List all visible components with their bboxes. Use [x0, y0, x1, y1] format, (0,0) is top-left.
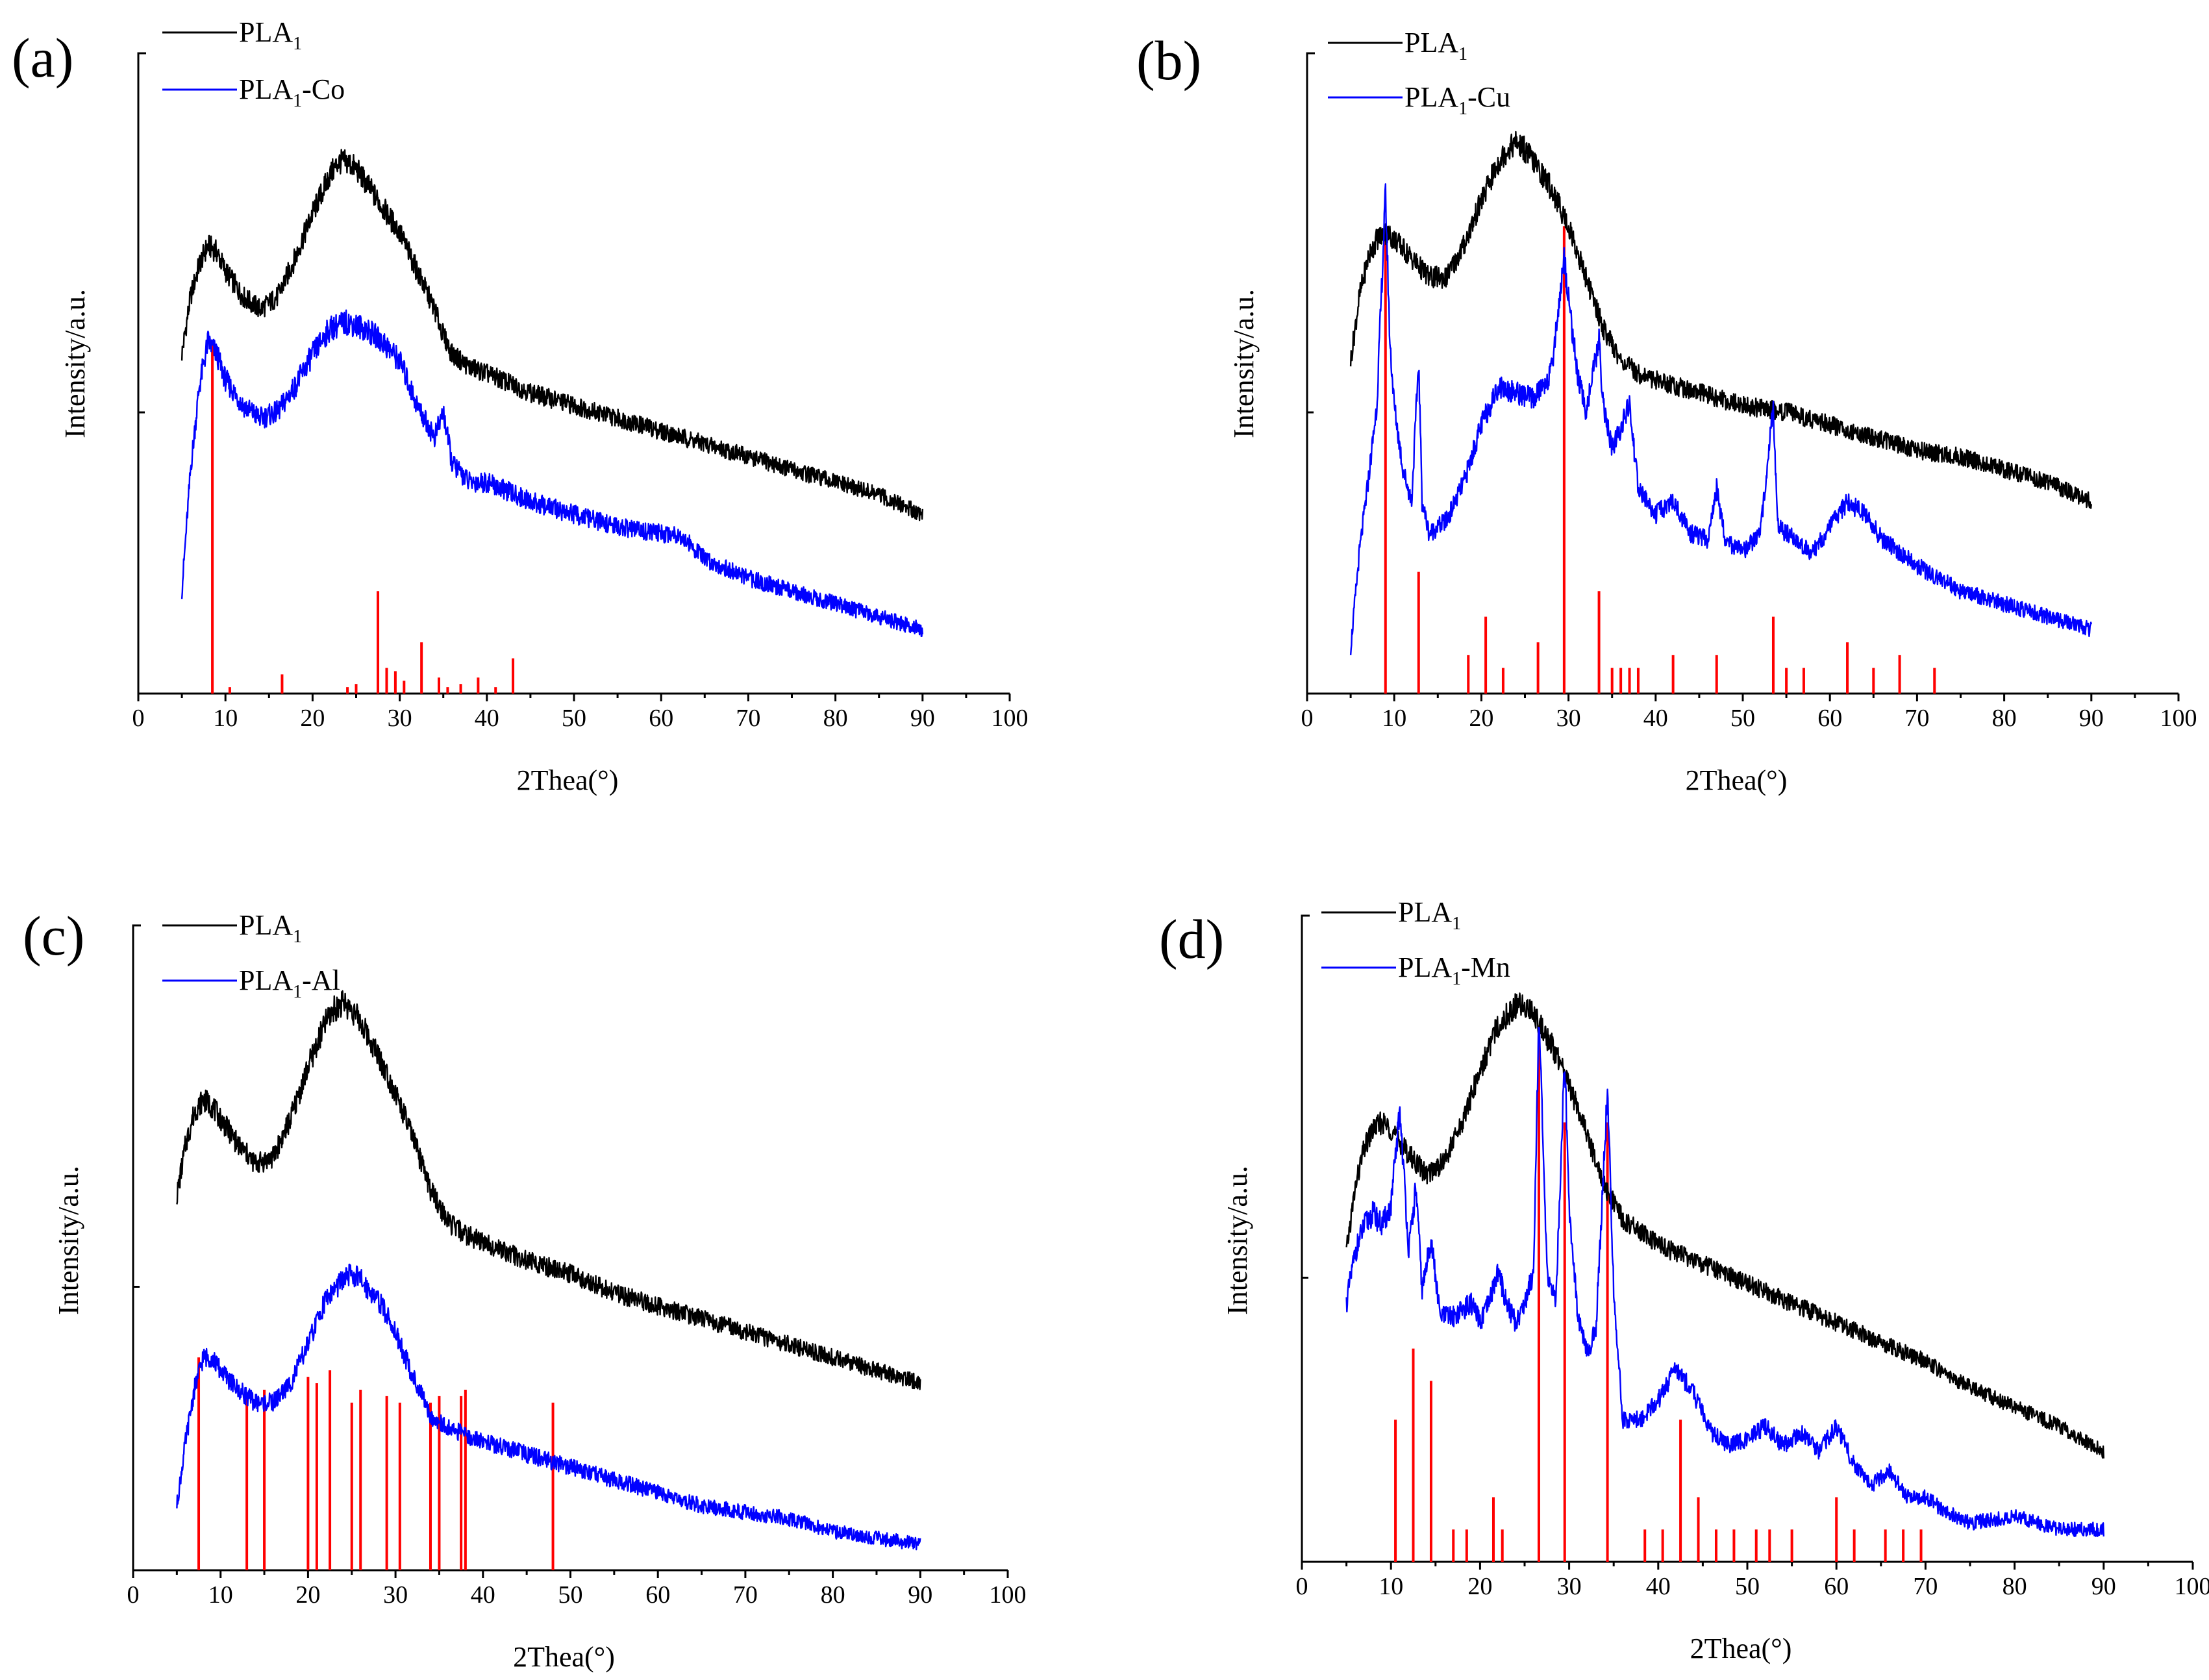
x-tick-label: 50 [558, 1581, 583, 1609]
legend-label: PLA1-Cu [1404, 81, 1510, 119]
x-tick-label: 60 [645, 1581, 670, 1609]
series-pla1 [1349, 131, 2092, 509]
legend-label: PLA1-Al [239, 964, 340, 1002]
x-axis-title: 2Thea(°) [1686, 764, 1788, 796]
x-tick-label: 40 [475, 705, 499, 732]
x-tick-label: 20 [1467, 1573, 1492, 1600]
x-tick-label: 40 [1643, 705, 1668, 732]
x-tick-label: 70 [1904, 705, 1929, 732]
x-tick-label: 50 [1730, 705, 1755, 732]
axis-frame [1301, 914, 2193, 1563]
x-tick-label: 20 [1469, 705, 1493, 732]
y-axis-title: Intensity/a.u. [1228, 289, 1260, 438]
x-tick-label: 30 [1557, 1573, 1582, 1600]
y-axis-title: Intensity/a.u. [53, 1166, 84, 1315]
x-tick-label: 60 [649, 705, 673, 732]
panel-d: (d) 0 10 20 30 40 50 60 70 80 90 100 2Thea(°) Intensi… [1159, 896, 2209, 1664]
x-tick-label: 70 [736, 705, 760, 732]
x-tick-label: 80 [1992, 705, 2017, 732]
x-tick-label: 0 [127, 1581, 140, 1609]
x-tick-label: 20 [295, 1581, 320, 1609]
x-tick-label: 20 [300, 705, 325, 732]
series-composite [176, 1263, 921, 1551]
x-tick-label: 100 [992, 705, 1029, 732]
x-tick-label: 100 [2175, 1573, 2209, 1600]
legend: PLA1 PLA1-Cu [1328, 27, 1510, 119]
panel-a: (a) 0 10 20 30 40 50 60 70 80 90 100 2Thea(°) Intensi… [12, 16, 1029, 796]
x-tick-label: 0 [1296, 1573, 1308, 1600]
x-axis-title: 2Thea(°) [517, 764, 619, 796]
x-tick-label: 0 [1301, 705, 1314, 732]
x-tick-label: 70 [1913, 1573, 1938, 1600]
x-tick-label: 80 [2003, 1573, 2027, 1600]
panel-b: (b) 0 10 20 30 40 50 60 70 80 90 100 2Thea(°) Intensi… [1136, 27, 2197, 796]
panel-label: (c) [23, 905, 84, 967]
x-tick-label: 50 [1735, 1573, 1760, 1600]
x-tick-label: 100 [990, 1581, 1027, 1609]
series-pla1 [176, 990, 921, 1390]
panel-label: (d) [1159, 908, 1224, 970]
y-axis-title: Intensity/a.u. [1221, 1166, 1253, 1315]
x-tick-label: 80 [823, 705, 848, 732]
legend-label: PLA1 [239, 909, 302, 947]
x-tick-label: 40 [471, 1581, 495, 1609]
legend: PLA1 PLA1-Co [162, 16, 345, 111]
x-tick-label: 10 [213, 705, 238, 732]
x-tick-label: 60 [1824, 1573, 1849, 1600]
axis-frame [1306, 52, 2178, 695]
x-tick-label: 10 [1379, 1573, 1403, 1600]
x-tick-label: 0 [132, 705, 145, 732]
legend-label: PLA1-Mn [1398, 951, 1510, 989]
panel-label: (b) [1136, 29, 1201, 92]
x-tick-label: 10 [1382, 705, 1406, 732]
series-pla1 [181, 149, 923, 521]
x-tick-label: 10 [208, 1581, 233, 1609]
panel-label: (a) [12, 27, 73, 89]
series-pla1 [1345, 992, 2104, 1459]
series-composite [181, 309, 923, 637]
x-tick-label: 100 [2160, 705, 2197, 732]
x-tick-label: 90 [2091, 1573, 2116, 1600]
legend: PLA1 PLA1-Mn [1321, 896, 1510, 989]
x-tick-label: 60 [1817, 705, 1842, 732]
legend-label: PLA1 [1398, 896, 1461, 934]
x-tick-label: 80 [821, 1581, 845, 1609]
legend: PLA1 PLA1-Al [162, 909, 340, 1002]
x-tick-label: 30 [388, 705, 412, 732]
x-tick-label: 90 [908, 1581, 932, 1609]
axis-frame [137, 52, 1010, 695]
legend-label: PLA1 [239, 16, 302, 54]
x-tick-label: 40 [1646, 1573, 1671, 1600]
panel-c: (c) 0 10 20 30 40 50 60 70 80 90 100 2Thea(°) Intensi… [23, 905, 1027, 1673]
y-axis-title: Intensity/a.u. [59, 289, 91, 438]
x-tick-label: 50 [562, 705, 586, 732]
x-tick-label: 90 [2079, 705, 2104, 732]
x-tick-label: 70 [733, 1581, 758, 1609]
legend-label: PLA1-Co [239, 73, 345, 111]
series-composite [1349, 183, 2092, 655]
x-axis-title: 2Thea(°) [513, 1641, 615, 1673]
x-axis-title: 2Thea(°) [1690, 1633, 1792, 1664]
x-tick-label: 30 [383, 1581, 408, 1609]
series-composite [1345, 1027, 2104, 1537]
x-tick-label: 30 [1556, 705, 1581, 732]
x-tick-label: 90 [910, 705, 935, 732]
legend-label: PLA1 [1404, 27, 1467, 64]
